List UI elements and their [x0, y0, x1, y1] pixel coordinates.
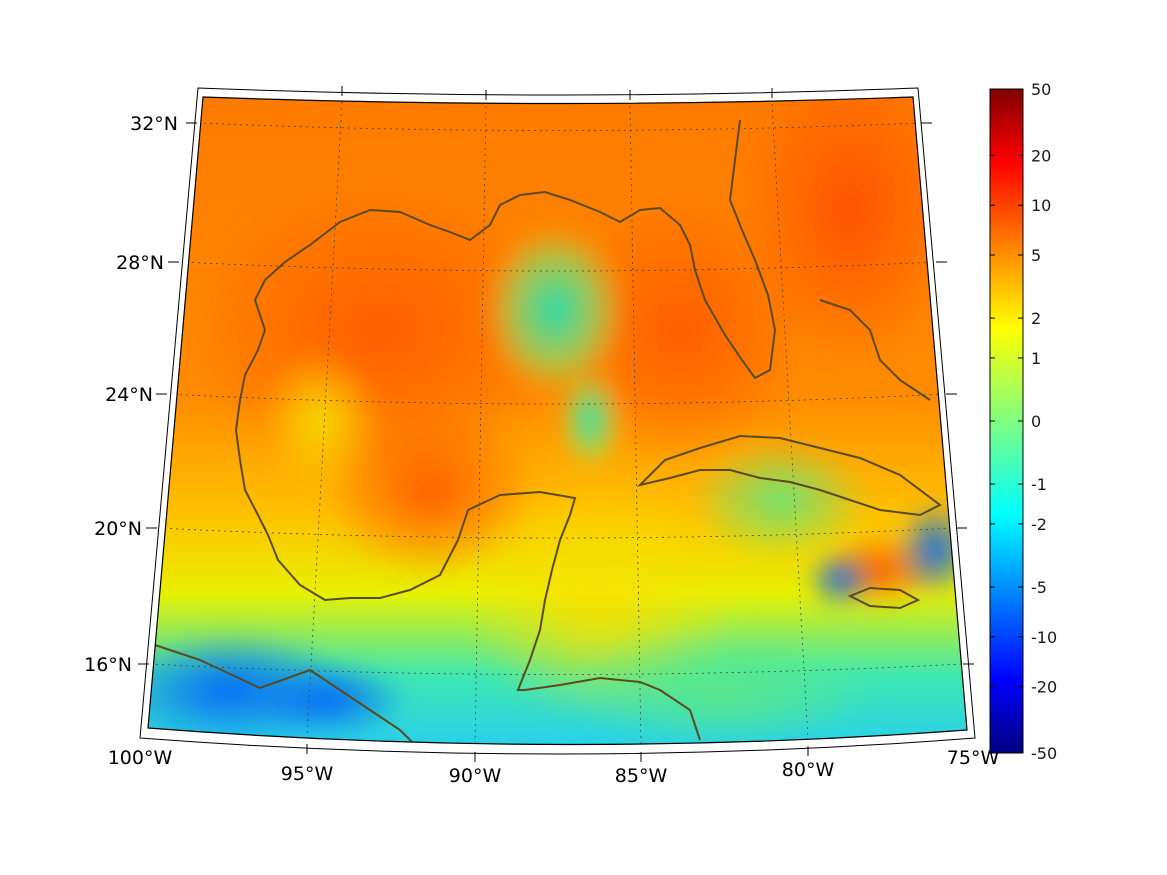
colorbar-tick-label: -2: [1031, 515, 1047, 534]
colorbar-tick-label: -50: [1031, 744, 1057, 763]
colorbar-tick-label: 1: [1031, 349, 1041, 368]
colorbar-tick-label: 50: [1031, 80, 1051, 99]
colorbar-tick-label: 2: [1031, 309, 1041, 328]
data-field: [148, 97, 967, 745]
lon-label: 85°W: [615, 765, 668, 787]
bahamas-outline: [819, 299, 931, 401]
graticule: [149, 101, 963, 745]
parallel-20n: [157, 527, 956, 539]
lat-label: 24°N: [105, 384, 153, 406]
latitude-labels: 32°N 28°N 24°N 20°N 16°N: [84, 113, 178, 676]
map-frame: [138, 86, 976, 762]
colorbar-tick-label: 0: [1031, 412, 1041, 431]
lon-label: 75°W: [947, 747, 1000, 769]
pacific-coast: [154, 644, 421, 745]
colorbar-tick-label: 20: [1031, 146, 1051, 165]
gulf-coast-us-mexico: [234, 119, 777, 741]
meridian-95w: [306, 101, 343, 739]
lat-label: 20°N: [94, 518, 142, 540]
colorbar-gradient: [989, 88, 1024, 754]
colorbar-tick-label: 5: [1031, 246, 1041, 265]
parallel-16n: [149, 663, 963, 675]
colorbar-tick-label: -10: [1031, 628, 1057, 647]
longitude-labels: 100°W 95°W 90°W 85°W 80°W 75°W: [108, 747, 1000, 787]
lat-label: 28°N: [116, 252, 164, 274]
cuba-coast: [636, 434, 942, 517]
lat-label: 16°N: [84, 654, 132, 676]
parallel-28n: [179, 261, 936, 272]
parallel-32n: [197, 122, 921, 131]
colorbar-tick-label: 10: [1031, 196, 1051, 215]
lon-label: 80°W: [782, 759, 835, 781]
lon-label: 95°W: [281, 763, 334, 785]
parallel-24n: [167, 393, 946, 405]
lat-label: 32°N: [130, 113, 178, 135]
colorbar-tick-label: -1: [1031, 475, 1047, 494]
colorbar-tick-label: -20: [1031, 678, 1057, 697]
coastlines: [154, 119, 942, 745]
lon-label: 90°W: [449, 765, 502, 787]
meridian-80w: [771, 103, 809, 741]
lon-label: 100°W: [108, 747, 173, 769]
jamaica-coast: [847, 586, 921, 610]
colorbar-tick-label: -5: [1031, 578, 1047, 597]
